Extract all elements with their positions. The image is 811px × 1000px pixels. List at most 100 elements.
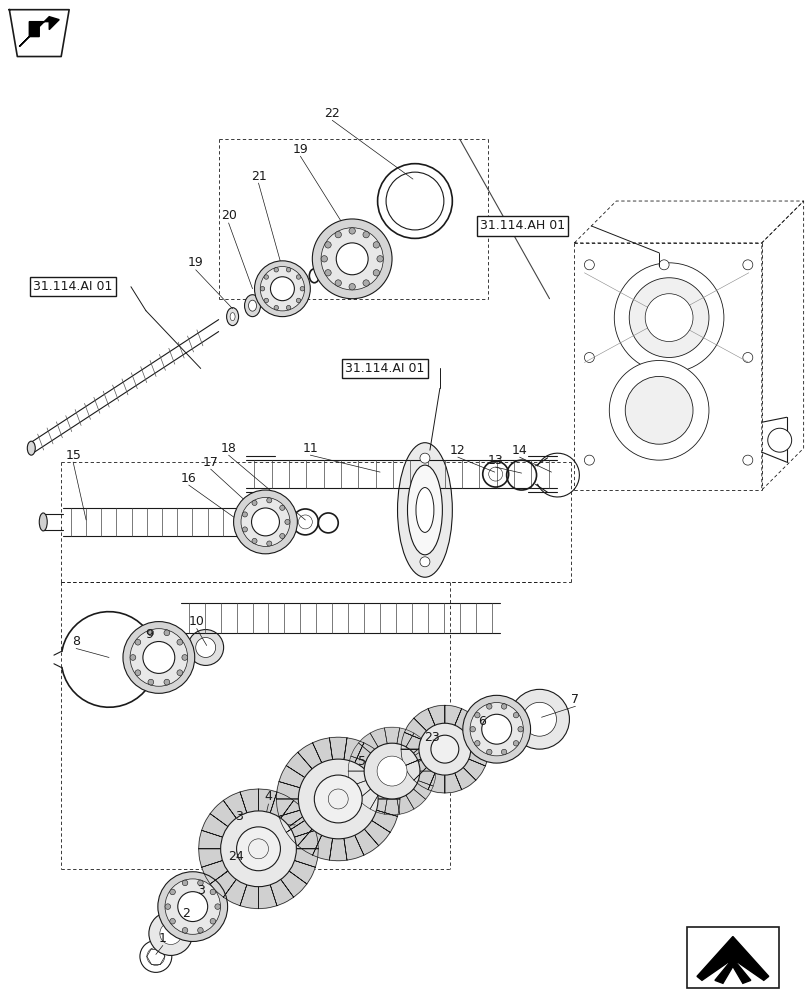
Text: 19: 19	[187, 256, 204, 269]
Circle shape	[320, 256, 327, 262]
Circle shape	[148, 630, 153, 636]
Polygon shape	[418, 771, 436, 786]
Text: 6: 6	[477, 715, 485, 728]
Circle shape	[742, 455, 752, 465]
Ellipse shape	[226, 308, 238, 326]
Text: 31.114.AH 01: 31.114.AH 01	[479, 219, 564, 232]
Circle shape	[135, 639, 140, 645]
Circle shape	[264, 298, 268, 303]
Ellipse shape	[407, 465, 442, 555]
Circle shape	[165, 904, 170, 909]
Circle shape	[177, 670, 182, 676]
Circle shape	[486, 749, 491, 755]
Ellipse shape	[248, 300, 256, 311]
Polygon shape	[413, 781, 433, 799]
Polygon shape	[10, 10, 69, 57]
Circle shape	[264, 275, 268, 279]
Circle shape	[614, 263, 723, 372]
Circle shape	[182, 880, 187, 886]
Polygon shape	[401, 705, 488, 793]
Circle shape	[373, 242, 379, 248]
Circle shape	[462, 695, 530, 763]
Circle shape	[419, 557, 429, 567]
Circle shape	[300, 286, 304, 291]
Circle shape	[266, 498, 272, 503]
Circle shape	[470, 703, 522, 756]
Circle shape	[418, 723, 470, 775]
Circle shape	[143, 642, 174, 673]
Polygon shape	[350, 743, 370, 762]
Polygon shape	[348, 771, 366, 786]
Circle shape	[286, 268, 290, 272]
Circle shape	[336, 243, 367, 275]
Ellipse shape	[244, 295, 260, 317]
Polygon shape	[370, 728, 387, 747]
Text: 1: 1	[159, 932, 166, 945]
Text: 21: 21	[251, 170, 266, 183]
Text: 23: 23	[423, 731, 440, 744]
Circle shape	[517, 727, 522, 732]
Ellipse shape	[397, 443, 452, 577]
Circle shape	[178, 892, 208, 922]
Circle shape	[236, 827, 280, 871]
Circle shape	[254, 261, 310, 317]
Circle shape	[584, 455, 594, 465]
Circle shape	[279, 533, 285, 539]
Polygon shape	[384, 727, 399, 744]
Circle shape	[584, 353, 594, 362]
Ellipse shape	[281, 813, 309, 841]
Circle shape	[742, 260, 752, 270]
Polygon shape	[406, 733, 425, 753]
Circle shape	[135, 670, 140, 676]
Circle shape	[210, 918, 216, 924]
Circle shape	[242, 527, 247, 532]
Polygon shape	[199, 789, 318, 909]
Polygon shape	[358, 733, 378, 753]
Text: 15: 15	[65, 449, 81, 462]
Circle shape	[234, 490, 297, 554]
Circle shape	[148, 679, 153, 685]
Circle shape	[197, 880, 203, 886]
Circle shape	[122, 622, 195, 693]
Circle shape	[431, 735, 458, 763]
Ellipse shape	[288, 820, 302, 834]
Circle shape	[251, 508, 279, 536]
Text: 4: 4	[264, 790, 272, 803]
Text: 24: 24	[227, 850, 243, 863]
Circle shape	[169, 889, 175, 895]
Circle shape	[296, 298, 300, 303]
Polygon shape	[406, 789, 425, 809]
Text: 19: 19	[292, 143, 308, 156]
Circle shape	[349, 284, 355, 290]
Circle shape	[148, 912, 192, 955]
Circle shape	[273, 268, 278, 272]
Text: 5: 5	[358, 755, 366, 768]
Circle shape	[608, 360, 708, 460]
Circle shape	[419, 453, 429, 463]
Circle shape	[767, 428, 791, 452]
Circle shape	[376, 756, 406, 786]
Ellipse shape	[39, 513, 47, 531]
Circle shape	[251, 538, 257, 543]
Text: 17: 17	[203, 456, 218, 469]
Circle shape	[130, 655, 135, 660]
Circle shape	[335, 280, 341, 286]
Circle shape	[624, 376, 692, 444]
Circle shape	[251, 500, 257, 505]
Polygon shape	[350, 781, 370, 799]
Circle shape	[645, 294, 692, 342]
Circle shape	[363, 743, 419, 799]
Text: 12: 12	[449, 444, 466, 457]
Circle shape	[242, 512, 247, 517]
Text: 31.114.AI 01: 31.114.AI 01	[345, 362, 424, 375]
Text: 2: 2	[182, 907, 190, 920]
Circle shape	[481, 714, 511, 744]
Circle shape	[270, 277, 294, 301]
Polygon shape	[397, 728, 414, 747]
Ellipse shape	[415, 488, 433, 532]
Circle shape	[260, 267, 304, 311]
Polygon shape	[418, 756, 436, 771]
Circle shape	[266, 541, 272, 546]
Polygon shape	[276, 737, 400, 861]
Circle shape	[169, 918, 175, 924]
